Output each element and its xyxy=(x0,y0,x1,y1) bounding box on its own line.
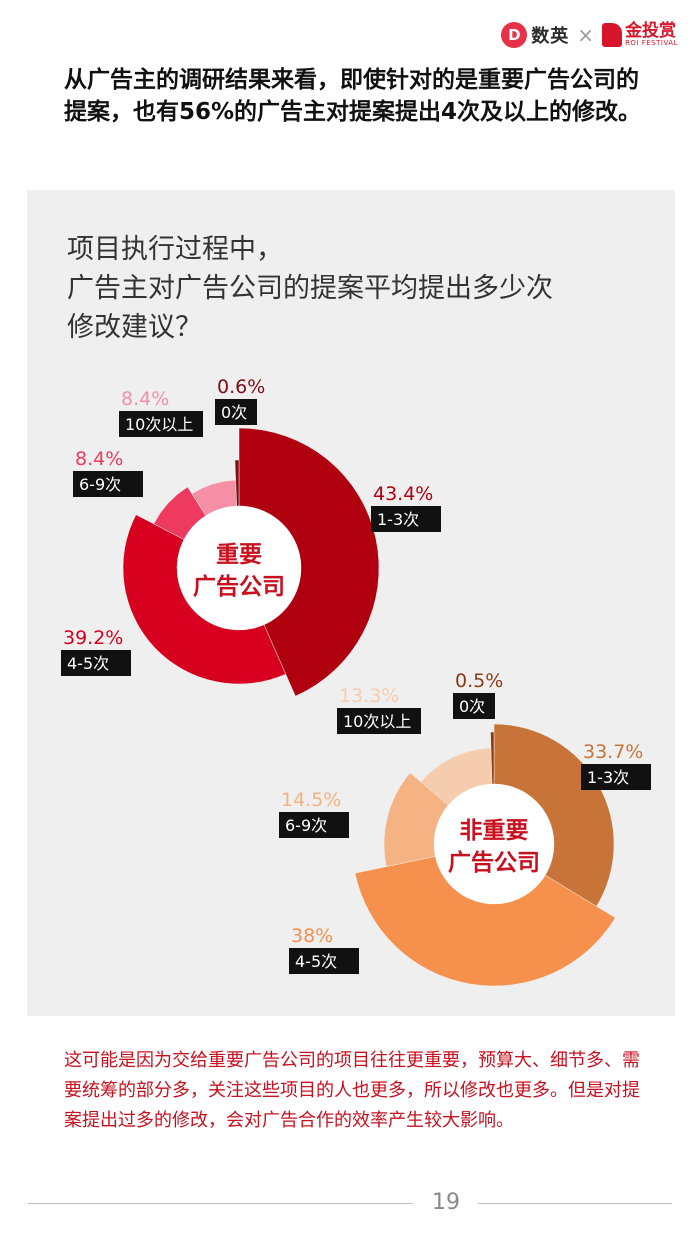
chart-title-line-1: 项目执行过程中， xyxy=(67,234,283,265)
important-center-label-2: 广告公司 xyxy=(193,573,285,600)
important-category-box-0 xyxy=(215,399,257,425)
explanation-note: 这可能是因为交给重要广告公司的项目往往更重要，预算大、细节多、需要统筹的部分多，… xyxy=(64,1050,640,1131)
non-important-category-box-0 xyxy=(453,693,495,719)
non-important-category-label-1-3: 1-3次 xyxy=(587,768,629,787)
shuying-logo-name: 数英 xyxy=(531,26,570,47)
non-important-center xyxy=(434,784,554,904)
roi-festival-subtitle: ROI FESTIVAL xyxy=(625,39,678,47)
important-center xyxy=(177,506,301,630)
important-category-box-10-plus xyxy=(119,411,203,437)
important-center-label-1: 重要 xyxy=(216,542,262,568)
non-important-pct-label-6-9: 14.5% xyxy=(281,789,341,811)
important-category-box-4-5 xyxy=(61,650,131,676)
important-category-label-1-3: 1-3次 xyxy=(377,510,419,529)
donut-charts: 43.4%1-3次39.2%4-5次8.4%6-9次8.4%10次以上0.6%0… xyxy=(61,376,651,987)
non-important-category-label-0: 0次 xyxy=(459,697,485,716)
headline: 从广告主的调研结果来看，即使针对的是重要广告公司的提案，也有56%的广告主对提案… xyxy=(64,67,642,125)
non-important-pct-label-10-plus: 13.3% xyxy=(339,685,399,707)
collab-separator: × xyxy=(577,23,595,47)
chart-panel: 项目执行过程中， 广告主对广告公司的提案平均提出多少次 修改建议？ 43.4% 1… xyxy=(27,190,675,1016)
roi-festival-logo-icon xyxy=(602,23,623,47)
roi-festival-logo: 金投赏 ROI FESTIVAL xyxy=(602,23,678,47)
important-category-label-4-5: 4-5次 xyxy=(67,654,109,673)
page-number: 19 xyxy=(432,1190,460,1215)
chart-title: 项目执行过程中， 广告主对广告公司的提案平均提出多少次 修改建议？ xyxy=(67,230,647,347)
important-pct-label-6-9: 8.4% xyxy=(75,448,123,470)
non-important-pct-label-0: 0.5% xyxy=(455,670,503,692)
important-pct-label-0: 0.6% xyxy=(217,376,265,398)
important-category-label-10-plus: 10次以上 xyxy=(125,415,193,434)
important-pct-label-10-plus: 8.4% xyxy=(121,388,169,410)
footer-divider-left xyxy=(28,1203,413,1204)
roi-festival-name: 金投赏 xyxy=(625,21,677,41)
non-important-category-label-6-9: 6-9次 xyxy=(285,816,327,835)
non-important-center-label-2: 广告公司 xyxy=(448,849,540,876)
footer-divider-right xyxy=(478,1203,672,1204)
non-important-category-label-4-5: 4-5次 xyxy=(295,952,337,971)
important-category-box-6-9 xyxy=(73,471,143,497)
non-important-pct-label-4-5: 38% xyxy=(291,925,333,947)
non-important-category-box-4-5 xyxy=(289,948,359,974)
non-important-category-box-6-9 xyxy=(279,812,349,838)
important-category-label-6-9: 6-9次 xyxy=(79,475,121,494)
non-important-category-label-10-plus: 10次以上 xyxy=(343,712,411,731)
important-category-box-1-3 xyxy=(371,506,441,532)
important-pct-label-1-3: 43.4% xyxy=(373,483,433,505)
chart-title-line-3: 修改建议？ xyxy=(67,312,202,343)
non-important-category-box-1-3 xyxy=(581,764,651,790)
non-important-category-box-10-plus xyxy=(337,708,421,734)
non-important-pct-label-1-3: 33.7% xyxy=(583,741,643,763)
shuying-logo-icon: D xyxy=(501,22,528,48)
header-logos: D 数英 × 金投赏 ROI FESTIVAL xyxy=(501,18,678,52)
shuying-logo: D 数英 xyxy=(501,22,569,48)
chart-title-line-2: 广告主对广告公司的提案平均提出多少次 xyxy=(67,273,553,304)
non-important-center-label-1: 非重要 xyxy=(460,818,529,844)
important-pct-label-4-5: 39.2% xyxy=(63,627,123,649)
important-category-label-0: 0次 xyxy=(221,403,247,422)
